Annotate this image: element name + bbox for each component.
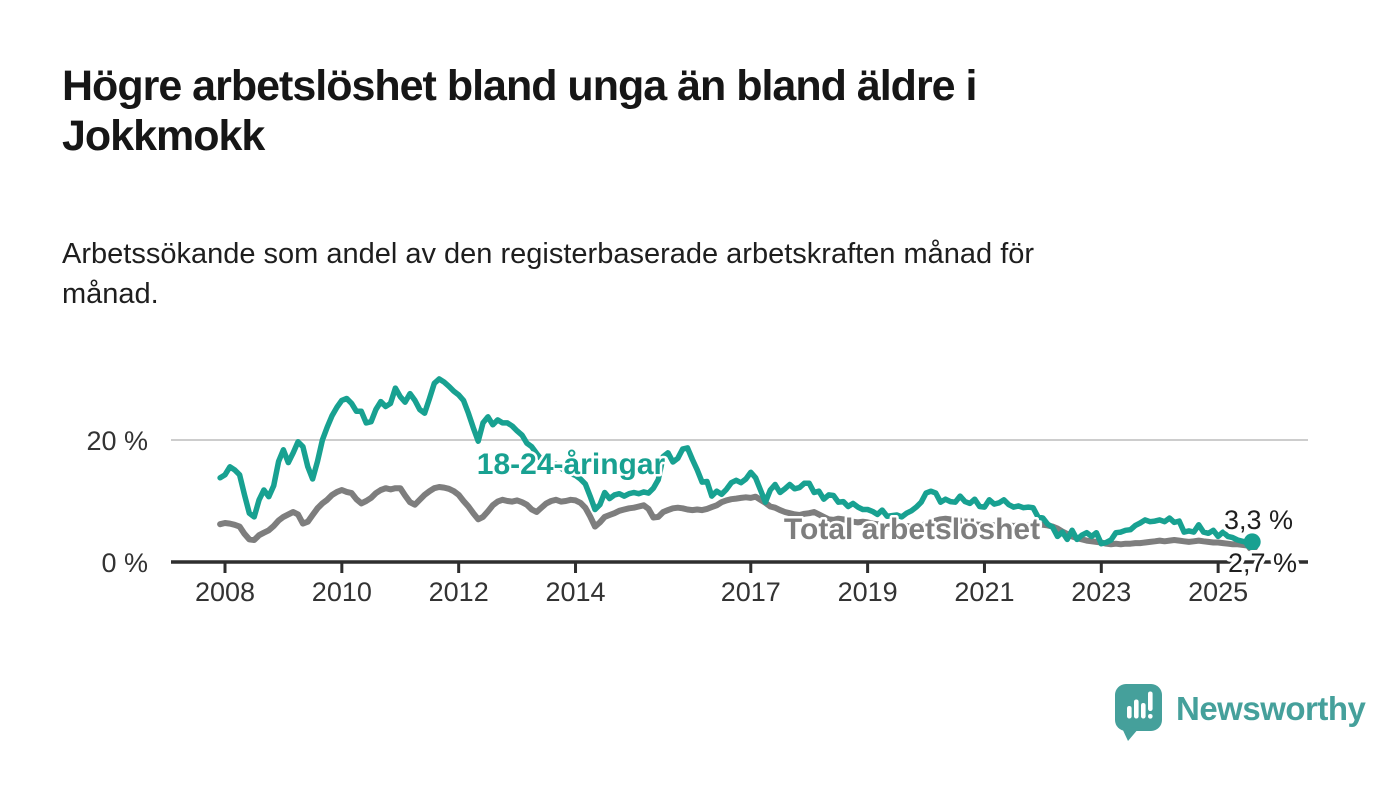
youth-line (217, 376, 1255, 547)
logo-bubble-tail (1121, 726, 1139, 741)
page-subtitle: Arbetssökande som andel av den registerb… (62, 238, 1035, 311)
x-tick-label-2012: 2012 (429, 577, 489, 607)
x-tick-label-2010: 2010 (312, 577, 372, 607)
total-end-value-label: 2,7 % (1228, 548, 1297, 578)
x-tick-label-2014: 2014 (545, 577, 605, 607)
page-title: Högre arbetslöshet bland unga än bland ä… (62, 62, 978, 160)
newsworthy-logo: Newsworthy (1112, 683, 1366, 743)
x-tick-label-2025: 2025 (1188, 577, 1248, 607)
y-tick-label-0: 0 % (101, 548, 148, 578)
x-tick-label-2008: 2008 (195, 577, 255, 607)
youth-end-value-label: 3,3 % (1224, 505, 1293, 535)
x-tick-label-2019: 2019 (838, 577, 898, 607)
x-tick-label-2021: 2021 (954, 577, 1014, 607)
x-axis-ticks: 2008 2010 2012 2014 2017 2019 2021 2023 2025 (195, 562, 1248, 607)
newsworthy-logo-icon (1115, 684, 1162, 741)
x-tick-label-2017: 2017 (721, 577, 781, 607)
newsworthy-logo-text: Newsworthy (1176, 690, 1366, 727)
logo-bars-icon (1127, 691, 1153, 719)
y-axis-labels: 20 % 0 % (86, 426, 148, 578)
y-tick-label-20: 20 % (86, 426, 148, 456)
total-series-label: Total arbetslöshet (784, 513, 1040, 546)
x-tick-label-2023: 2023 (1071, 577, 1131, 607)
youth-end-dot (1243, 533, 1261, 551)
youth-series-label: 18-24-åringar (477, 448, 666, 481)
